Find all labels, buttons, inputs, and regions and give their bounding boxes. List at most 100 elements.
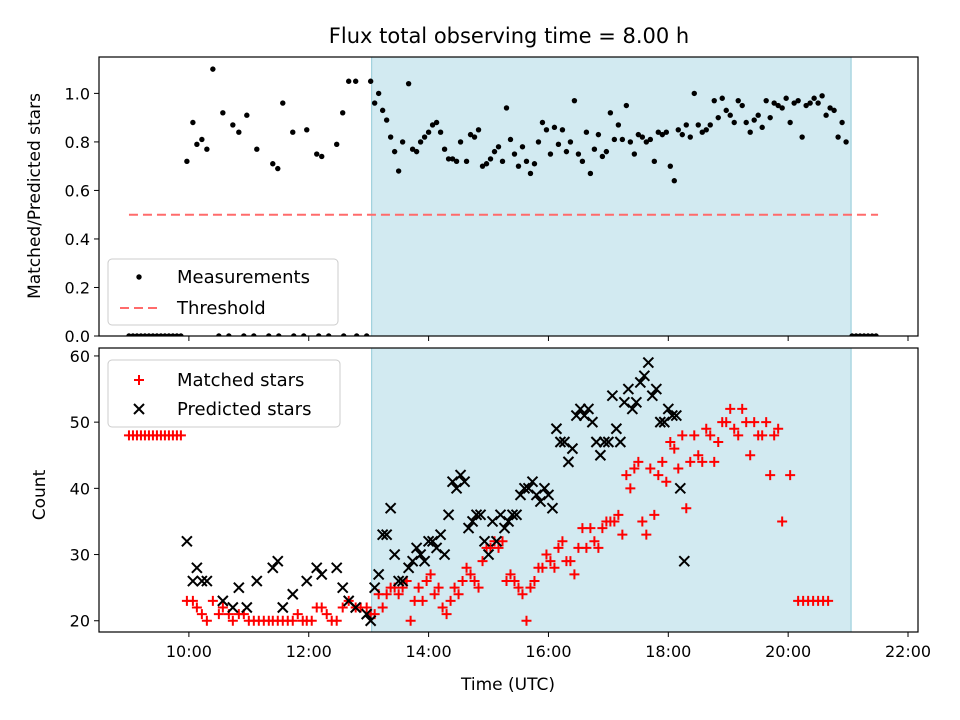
measurement-point <box>683 122 689 128</box>
measurement-point <box>719 95 725 101</box>
matched-star-point <box>465 569 476 580</box>
measurement-point <box>387 134 394 140</box>
measurement-point <box>126 333 132 336</box>
measurement-point <box>547 151 554 157</box>
measurement-point <box>555 141 562 148</box>
measurement-point <box>511 151 518 157</box>
matched-star-point <box>505 569 516 580</box>
measurement-point <box>587 170 594 177</box>
predicted-star-point <box>586 416 599 428</box>
bottom-xtick-label: 10:00 <box>166 642 212 661</box>
matched-star-point <box>429 589 440 600</box>
matched-star-point <box>593 542 604 553</box>
measurement-point <box>174 333 180 336</box>
predicted-star-point <box>267 562 279 574</box>
matched-star-point <box>729 423 740 434</box>
measurement-point <box>679 131 685 138</box>
legend-predicted-label: Predicted stars <box>177 399 311 420</box>
matched-star-point <box>773 423 784 434</box>
measurement-point <box>591 146 598 152</box>
bottom-xtick-label: 14:00 <box>406 642 452 661</box>
matched-star-point <box>449 582 460 593</box>
measurement-point <box>210 66 216 72</box>
predicted-star-point <box>434 528 447 541</box>
top-ylabel: Matched/Predicted stars <box>25 93 45 299</box>
measurement-point <box>507 136 514 143</box>
predicted-star-point <box>287 588 299 600</box>
matched-star-point <box>569 569 580 580</box>
predicted-star-point <box>454 469 467 481</box>
matched-star-point <box>669 443 680 454</box>
measurement-point <box>495 144 502 150</box>
legend-threshold-label: Threshold <box>176 298 266 319</box>
predicted-star-point <box>196 575 208 587</box>
matched-star-point <box>661 476 672 487</box>
measurement-point <box>399 139 406 145</box>
bottom-legend: Matched stars Predicted stars <box>107 359 341 428</box>
measurement-point <box>487 156 494 162</box>
measurement-point <box>417 139 424 145</box>
predicted-star-point <box>364 615 377 627</box>
top-frame <box>98 56 919 337</box>
matched-star-point <box>421 576 432 587</box>
measurement-point <box>194 141 200 148</box>
matched-star-point <box>673 463 684 474</box>
matched-star-point <box>645 463 656 474</box>
measurement-point <box>441 146 448 152</box>
matched-star-point <box>425 569 436 580</box>
measurement-point <box>843 139 849 145</box>
bottom-ylabel: Count <box>30 469 50 520</box>
measurement-point <box>483 161 490 167</box>
measurement-point <box>463 158 470 165</box>
measurement-point <box>707 122 713 128</box>
top-ytick-label: 0.6 <box>65 181 90 200</box>
measurement-point <box>543 127 550 133</box>
measurement-point <box>383 117 390 123</box>
measurement-point <box>823 112 829 118</box>
measurement-point <box>527 170 534 177</box>
measurement-point <box>687 134 693 140</box>
measurement-point <box>731 119 737 126</box>
measurement-point <box>326 333 332 336</box>
matched-star-point <box>553 542 564 553</box>
matched-star-point <box>207 595 218 606</box>
predicted-star-point <box>630 396 643 408</box>
matched-star-point <box>649 509 660 520</box>
predicted-star-point <box>181 535 193 548</box>
matched-star-point <box>545 556 556 567</box>
measurement-point <box>314 151 320 157</box>
matched-star-point <box>381 589 392 600</box>
measurement-point <box>595 131 602 138</box>
legend-predicted-marker <box>133 403 145 415</box>
measurement-point <box>655 129 662 135</box>
matched-star-point <box>697 456 708 467</box>
measurement-point <box>437 129 444 135</box>
matched-star-point <box>689 430 700 441</box>
measurement-point <box>791 100 797 106</box>
measurement-point <box>599 153 606 160</box>
matched-star-point <box>705 430 716 441</box>
measurement-point <box>767 114 773 121</box>
measurement-point <box>579 158 586 165</box>
top-ytick-label: 0.4 <box>65 230 90 249</box>
predicted-star-point <box>654 416 667 428</box>
measurement-point <box>861 333 867 336</box>
matched-star-point <box>581 542 592 553</box>
legend-measurements-marker <box>136 274 142 280</box>
predicted-star-point <box>402 562 415 574</box>
predicted-star-point <box>241 601 253 614</box>
bottom-xtick-label: 20:00 <box>765 642 811 661</box>
matched-star-point <box>693 450 704 461</box>
measurement-point <box>811 95 817 101</box>
measurement-point <box>539 119 546 126</box>
measurement-point <box>799 134 805 140</box>
matched-star-point <box>597 523 608 534</box>
measurement-point <box>607 110 614 116</box>
matched-star-point <box>589 536 600 547</box>
matched-star-point <box>405 615 416 626</box>
matched-star-point <box>785 470 796 481</box>
matched-star-point <box>653 470 664 481</box>
predicted-star-point <box>614 436 627 448</box>
predicted-star-point <box>638 370 651 382</box>
measurement-point <box>739 102 745 109</box>
